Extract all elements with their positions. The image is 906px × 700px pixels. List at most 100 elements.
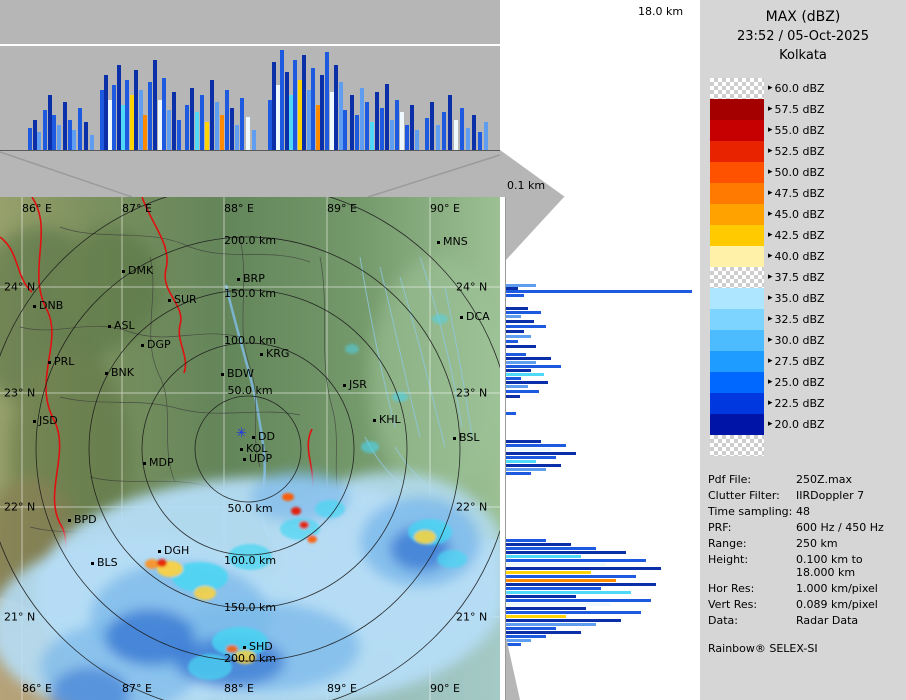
height-max-label: 18.0 km bbox=[638, 5, 684, 18]
legend-swatch bbox=[710, 330, 764, 351]
top-echo-bars bbox=[28, 50, 488, 150]
cone-wedge-lower bbox=[506, 637, 520, 700]
legend-swatch bbox=[710, 99, 764, 120]
legend-swatch bbox=[710, 414, 764, 435]
legend-arrow-icon: ▸ bbox=[768, 167, 773, 177]
legend-swatch bbox=[710, 393, 764, 414]
info-key: PRF: bbox=[708, 521, 732, 534]
legend-swatch bbox=[710, 183, 764, 204]
legend-entry: ▸ 37.5 dBZ bbox=[710, 267, 906, 288]
legend-entry: ▸ 27.5 dBZ bbox=[710, 351, 906, 372]
cone-edge-right bbox=[367, 154, 500, 197]
legend-arrow-icon: ▸ bbox=[768, 251, 773, 261]
product-info: Pdf File: 250Z.max Clutter Filter: IIRDoppl… bbox=[708, 473, 906, 627]
legend-arrow-icon: ▸ bbox=[768, 104, 773, 114]
product-title: MAX (dBZ) bbox=[765, 9, 841, 25]
legend-label: 50.0 dBZ bbox=[774, 166, 825, 179]
legend-arrow-icon: ▸ bbox=[768, 398, 773, 408]
legend-entry: ▸ 42.5 dBZ bbox=[710, 225, 906, 246]
info-row: Time sampling: 48 bbox=[708, 505, 906, 518]
legend-swatch bbox=[710, 267, 764, 288]
brand-label: Rainbow® SELEX-SI bbox=[708, 642, 818, 655]
legend-entry: ▸ 30.0 dBZ bbox=[710, 330, 906, 351]
legend-entry: ▸ 45.0 dBZ bbox=[710, 204, 906, 225]
legend-arrow-icon: ▸ bbox=[768, 377, 773, 387]
legend-label: 25.0 dBZ bbox=[774, 376, 825, 389]
info-value: 0.089 km/pixel bbox=[796, 598, 878, 611]
info-value: 250Z.max bbox=[796, 473, 852, 486]
legend-arrow-icon: ▸ bbox=[768, 335, 773, 345]
info-row: Hor Res: 1.000 km/pixel bbox=[708, 582, 906, 595]
legend-swatch bbox=[710, 204, 764, 225]
legend-swatch bbox=[710, 141, 764, 162]
info-row: Range: 250 km bbox=[708, 537, 906, 550]
legend-arrow-icon: ▸ bbox=[768, 272, 773, 282]
datetime-label: 23:52 / 05-Oct-2025 bbox=[737, 29, 869, 44]
legend-label: 37.5 dBZ bbox=[774, 271, 825, 284]
legend-label: 30.0 dBZ bbox=[774, 334, 825, 347]
legend-swatch bbox=[710, 309, 764, 330]
side-profile-panel bbox=[505, 197, 701, 700]
info-key: Height: bbox=[708, 553, 749, 566]
side-profile-plot bbox=[506, 197, 692, 700]
legend-entry: ▸ 50.0 dBZ bbox=[710, 162, 906, 183]
legend-swatch bbox=[710, 78, 764, 99]
dbz-color-scale: ▸ 60.0 dBZ ▸ 57.5 dBZ ▸ 55.0 dBZ ▸ 52.5 dBZ ▸ 50.… bbox=[710, 78, 906, 456]
info-key: Range: bbox=[708, 537, 747, 550]
legend-arrow-icon: ▸ bbox=[768, 83, 773, 93]
info-row: Vert Res: 0.089 km/pixel bbox=[708, 598, 906, 611]
info-value: 600 Hz / 450 Hz bbox=[796, 521, 884, 534]
legend-label: 47.5 dBZ bbox=[774, 187, 825, 200]
top-profile-plot bbox=[0, 44, 500, 197]
info-key: Data: bbox=[708, 614, 738, 627]
info-key: Hor Res: bbox=[708, 582, 755, 595]
legend-entry: ▸ 35.0 dBZ bbox=[710, 288, 906, 309]
legend-entry: ▸ 25.0 dBZ bbox=[710, 372, 906, 393]
legend-arrow-icon: ▸ bbox=[768, 188, 773, 198]
legend-entry: ▸ 47.5 dBZ bbox=[710, 183, 906, 204]
info-row: Clutter Filter: IIRDoppler 7 bbox=[708, 489, 906, 502]
legend-entry: ▸ 52.5 dBZ bbox=[710, 141, 906, 162]
info-key: Pdf File: bbox=[708, 473, 752, 486]
info-row: PRF: 600 Hz / 450 Hz bbox=[708, 521, 906, 534]
legend-entry: ▸ 32.5 dBZ bbox=[710, 309, 906, 330]
legend-label: 35.0 dBZ bbox=[774, 292, 825, 305]
legend-arrow-icon: ▸ bbox=[768, 293, 773, 303]
range-rings bbox=[0, 197, 500, 700]
legend-swatch bbox=[710, 225, 764, 246]
legend-panel: MAX (dBZ) 23:52 / 05-Oct-2025 Kolkata ▸ 6… bbox=[700, 0, 906, 700]
legend-label: 52.5 dBZ bbox=[774, 145, 825, 158]
legend-label: 45.0 dBZ bbox=[774, 208, 825, 221]
legend-swatch bbox=[710, 162, 764, 183]
info-key: Time sampling: bbox=[708, 505, 793, 518]
legend-label: 20.0 dBZ bbox=[774, 418, 825, 431]
legend-swatch bbox=[710, 435, 764, 456]
info-value: 250 km bbox=[796, 537, 838, 550]
legend-label: 42.5 dBZ bbox=[774, 229, 825, 242]
cone-wedge-gap bbox=[500, 150, 565, 197]
legend-label: 22.5 dBZ bbox=[774, 397, 825, 410]
legend-swatch bbox=[710, 372, 764, 393]
radar-map bbox=[0, 197, 500, 700]
legend-arrow-icon: ▸ bbox=[768, 356, 773, 366]
legend-entry: ▸ 60.0 dBZ bbox=[710, 78, 906, 99]
legend-arrow-icon: ▸ bbox=[768, 146, 773, 156]
top-profile-panel bbox=[0, 0, 500, 197]
legend-arrow-icon: ▸ bbox=[768, 230, 773, 240]
info-row: Height: 0.100 km to 18.000 km bbox=[708, 553, 906, 579]
info-key: Vert Res: bbox=[708, 598, 758, 611]
legend-label: 60.0 dBZ bbox=[774, 82, 825, 95]
info-value: 48 bbox=[796, 505, 810, 518]
legend-arrow-icon: ▸ bbox=[768, 125, 773, 135]
legend-swatch bbox=[710, 351, 764, 372]
legend-label: 40.0 dBZ bbox=[774, 250, 825, 263]
legend-arrow-icon: ▸ bbox=[768, 209, 773, 219]
station-label: Kolkata bbox=[779, 48, 827, 63]
cone-edge-left bbox=[0, 151, 133, 197]
info-value: Radar Data bbox=[796, 614, 859, 627]
info-row: Data: Radar Data bbox=[708, 614, 906, 627]
legend-swatch bbox=[710, 288, 764, 309]
legend-label: 27.5 dBZ bbox=[774, 355, 825, 368]
map-panel: 86° E 86° E 87° E 87° E 88° E 88° E 89° E 89° E… bbox=[0, 197, 500, 700]
legend-label: 55.0 dBZ bbox=[774, 124, 825, 137]
